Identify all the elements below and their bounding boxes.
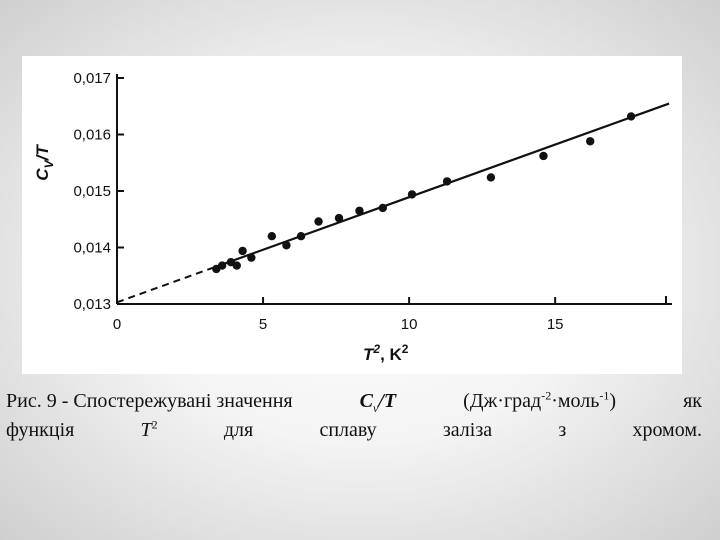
- data-point: [282, 241, 291, 250]
- x-axis-title: T2, K2: [363, 342, 409, 364]
- data-point: [378, 203, 388, 213]
- ticks: 0,013 0,014 0,015 0,016 0,017 0 5 10 15: [73, 70, 667, 333]
- caption-units: (Дж·град-2·моль-1): [463, 388, 616, 417]
- caption-symbol: Cv/T: [360, 388, 396, 417]
- data-point: [217, 261, 227, 270]
- caption-prefix: Рис. 9 - Спостережувані значення: [6, 390, 293, 412]
- axes: [116, 74, 672, 305]
- data-point: [296, 232, 306, 241]
- caption-word-with: з: [558, 418, 567, 441]
- data-point: [334, 213, 344, 223]
- caption-word-function: функція: [6, 418, 75, 441]
- caption-units-close: ): [609, 390, 617, 412]
- x-tick-label: 5: [259, 316, 267, 333]
- y-tick-label: 0,016: [73, 127, 111, 144]
- y-tick-label: 0,017: [73, 70, 111, 87]
- caption-symbol-sub: v: [373, 401, 379, 415]
- data-point: [238, 246, 247, 256]
- caption-word-iron: заліза: [442, 418, 493, 441]
- caption-word-alloy: сплаву: [319, 418, 377, 441]
- caption-symbol-base: C: [359, 390, 374, 412]
- caption-suffix: як: [683, 390, 702, 412]
- caption-line-1: Рис. 9 - Спостережувані значення Cv/T (Д…: [6, 388, 702, 417]
- data-point: [539, 151, 548, 161]
- caption-word-chromium: хромом.: [632, 418, 702, 441]
- caption-var-t: T: [140, 418, 152, 441]
- caption-units-mid: ·моль: [551, 390, 600, 412]
- data-point: [247, 253, 256, 262]
- caption-word-for: для: [223, 418, 254, 441]
- data-point: [232, 261, 241, 270]
- data-point: [586, 137, 595, 146]
- y-axis-title: CV/T: [33, 144, 56, 181]
- caption-units-exp1: -2: [541, 388, 552, 403]
- data-point: [314, 217, 323, 226]
- caption-var-exp: 2: [151, 416, 158, 431]
- caption-units-exp2: -1: [599, 388, 610, 403]
- data-point: [267, 232, 277, 241]
- figure-caption: Рис. 9 - Спостережувані значення Cv/T (Д…: [6, 388, 702, 443]
- x-tick-label: 15: [547, 316, 564, 333]
- data-point: [486, 173, 496, 182]
- fit-line: [213, 102, 670, 269]
- caption-symbol-rest: /T: [378, 390, 397, 412]
- data-points: [212, 112, 636, 274]
- axis-labels: T2, K2 CV/T: [33, 144, 409, 364]
- x-tick-label: 10: [401, 316, 418, 333]
- caption-var-t2: T2: [141, 417, 158, 443]
- data-point: [442, 177, 452, 186]
- data-point: [407, 190, 417, 199]
- y-tick-label: 0,013: [73, 296, 111, 313]
- caption-units-open: (Дж·град: [463, 390, 542, 412]
- caption-line-2: функція T2 для сплаву заліза з хромом.: [6, 417, 702, 443]
- x-tick-label: 0: [113, 316, 121, 333]
- y-tick-label: 0,014: [73, 240, 111, 257]
- fit-line-extrapolated: [116, 266, 214, 304]
- data-point: [355, 206, 364, 215]
- data-point: [626, 112, 636, 121]
- chart-panel: 0,013 0,014 0,015 0,016 0,017 0 5 10 15 T2, K2 CV…: [22, 56, 682, 374]
- scatter-chart: 0,013 0,014 0,015 0,016 0,017 0 5 10 15 T2, K2 CV…: [33, 70, 672, 364]
- y-tick-label: 0,015: [73, 183, 111, 200]
- fit-line-group: [116, 102, 670, 304]
